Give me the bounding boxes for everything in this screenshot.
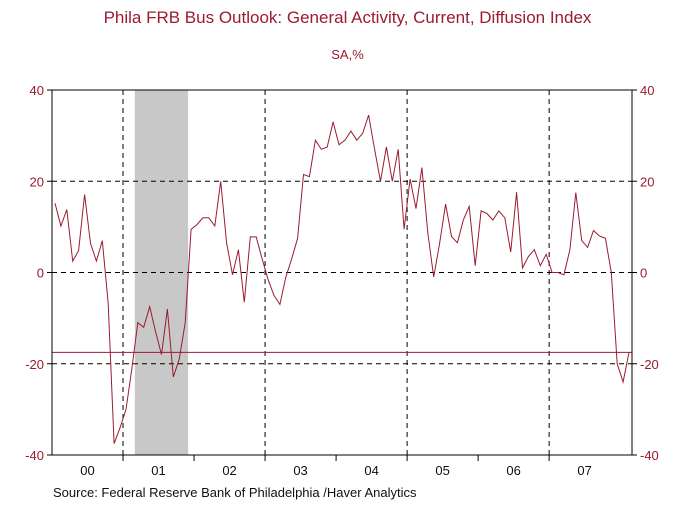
y-tick-label-right: 40 (640, 83, 654, 98)
x-tick-label: 02 (222, 463, 236, 478)
chart-title: Phila FRB Bus Outlook: General Activity,… (103, 8, 592, 27)
y-tick-label-right: 20 (640, 174, 654, 189)
y-tick-label-right: -40 (640, 448, 659, 463)
y-tick-label-right: -20 (640, 357, 659, 372)
x-tick-label: 00 (80, 463, 94, 478)
y-tick-label-right: 0 (640, 266, 647, 281)
y-tick-label-left: -40 (25, 448, 44, 463)
x-tick-label: 07 (577, 463, 591, 478)
x-tick-label: 03 (293, 463, 307, 478)
y-tick-label-left: 0 (37, 266, 44, 281)
y-tick-label-left: -20 (25, 357, 44, 372)
x-tick-label: 04 (364, 463, 378, 478)
x-tick-label: 05 (435, 463, 449, 478)
x-tick-label: 01 (151, 463, 165, 478)
source-note: Source: Federal Reserve Bank of Philadel… (53, 485, 417, 500)
y-tick-label-left: 20 (30, 174, 44, 189)
y-tick-label-left: 40 (30, 83, 44, 98)
series-line (54, 114, 630, 444)
x-tick-label: 06 (506, 463, 520, 478)
chart-subtitle: SA,% (331, 47, 364, 62)
